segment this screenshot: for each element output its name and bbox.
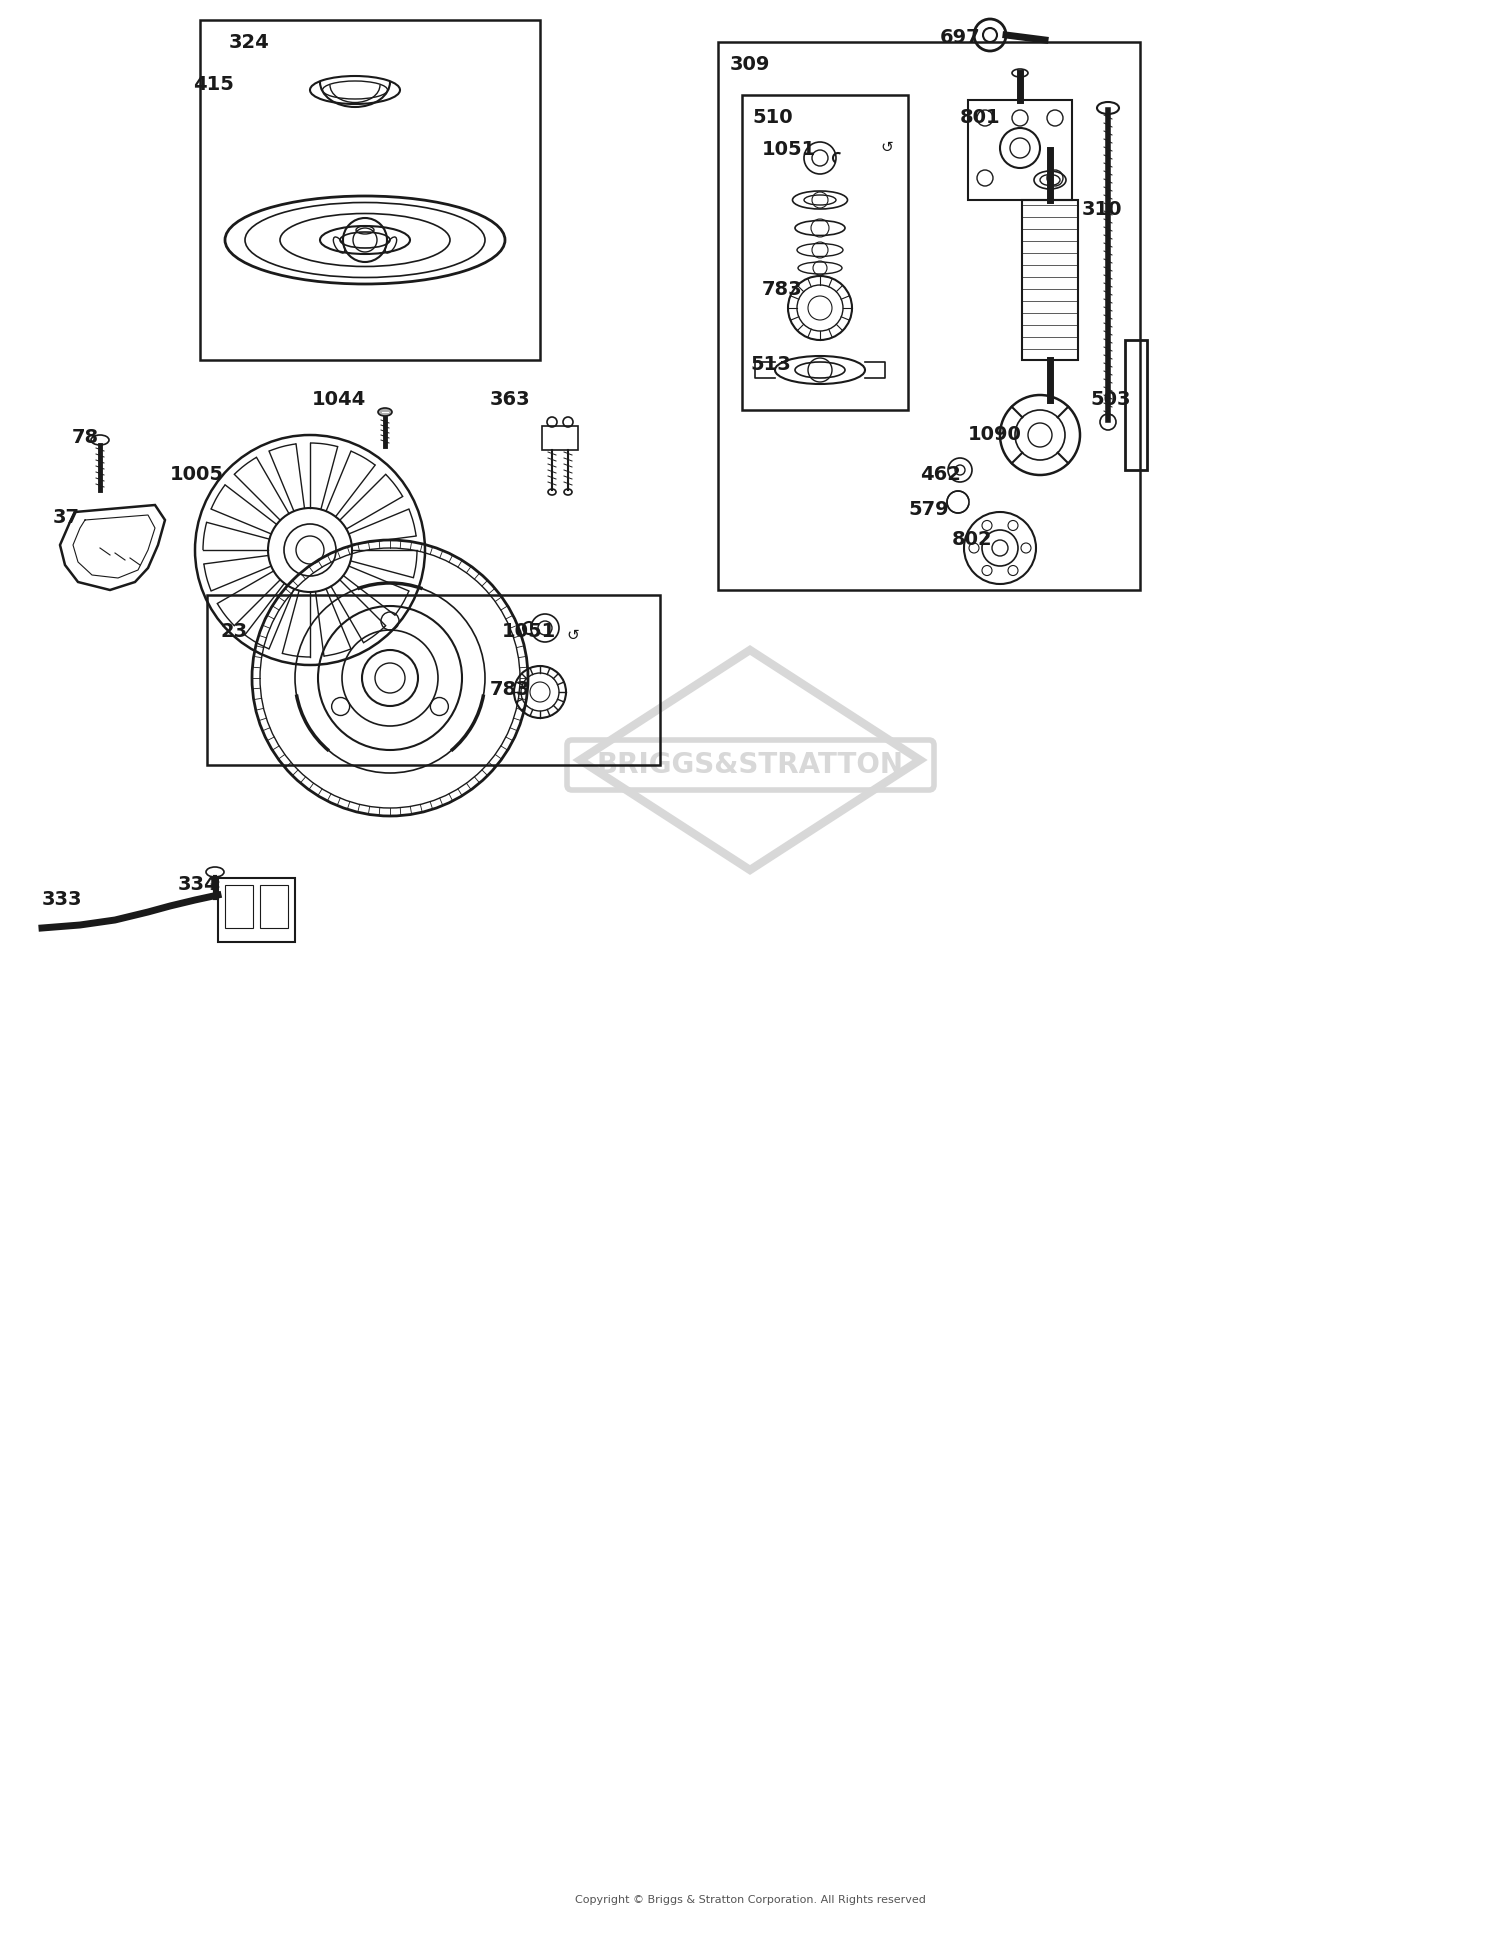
Text: 37: 37 [53, 509, 80, 528]
Text: 333: 333 [42, 891, 82, 908]
Text: 503: 503 [1090, 390, 1131, 410]
Text: ↺: ↺ [566, 629, 579, 642]
Text: 1051: 1051 [503, 621, 556, 641]
Bar [1022, 200, 1078, 359]
Bar [207, 596, 660, 765]
Text: 1005: 1005 [170, 466, 224, 483]
Text: 513: 513 [750, 355, 790, 375]
Bar [260, 885, 288, 928]
Text: 309: 309 [730, 54, 771, 74]
Text: 462: 462 [920, 466, 962, 483]
Text: Copyright © Briggs & Stratton Corporation. All Rights reserved: Copyright © Briggs & Stratton Corporatio… [574, 1894, 926, 1904]
Bar [200, 19, 540, 359]
Text: 801: 801 [960, 109, 1000, 126]
Bar [742, 95, 908, 410]
Text: ↺: ↺ [880, 140, 892, 155]
Text: 802: 802 [952, 530, 993, 549]
Text: 1044: 1044 [312, 390, 366, 410]
Text: 363: 363 [490, 390, 531, 410]
Bar [542, 425, 578, 450]
Text: 78: 78 [72, 429, 99, 446]
Bar [968, 101, 1072, 200]
Text: 783: 783 [490, 679, 531, 699]
Text: 1051: 1051 [762, 140, 816, 159]
Text: 579: 579 [908, 501, 948, 518]
Text: 697: 697 [940, 27, 981, 47]
Text: 310: 310 [1082, 200, 1122, 219]
Bar [225, 885, 254, 928]
Text: 783: 783 [762, 280, 802, 299]
Text: BRIGGS&STRATTON: BRIGGS&STRATTON [597, 751, 903, 778]
Ellipse shape [378, 408, 392, 415]
Bar [217, 877, 296, 941]
Text: 324: 324 [230, 33, 270, 52]
Bar [718, 43, 1140, 590]
Text: 1090: 1090 [968, 425, 1022, 444]
Text: 334: 334 [178, 875, 219, 895]
Text: 510: 510 [752, 109, 792, 126]
Text: 23: 23 [220, 621, 248, 641]
Bar [1125, 340, 1148, 470]
Text: 415: 415 [194, 76, 234, 93]
